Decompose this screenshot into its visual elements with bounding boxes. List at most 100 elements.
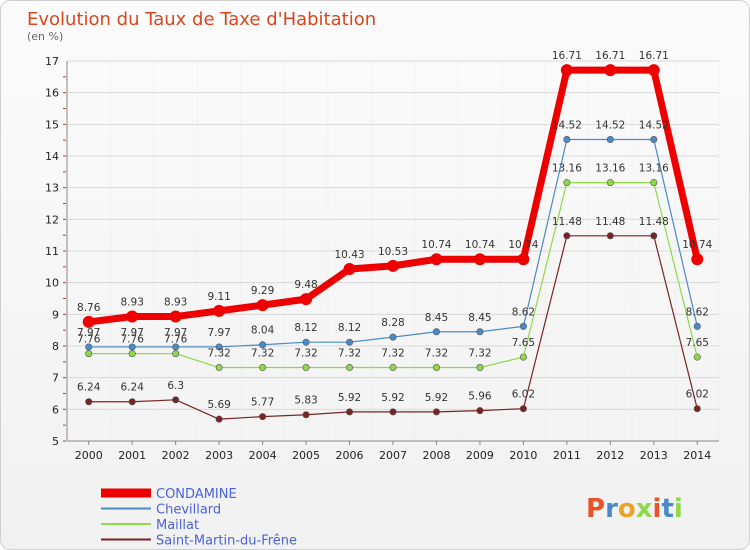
data-label: 10.74 xyxy=(465,239,495,251)
data-label: 10.53 xyxy=(378,246,408,258)
data-point xyxy=(172,396,180,404)
data-point xyxy=(169,310,182,323)
data-label: 6.3 xyxy=(167,380,184,392)
data-label: 14.52 xyxy=(552,120,582,132)
logo-letter: i xyxy=(674,494,683,524)
x-tick-label: 2007 xyxy=(379,449,407,462)
y-tick-label: 15 xyxy=(45,118,59,131)
data-label: 8.12 xyxy=(294,322,317,334)
data-label: 10.74 xyxy=(508,239,538,251)
data-label: 16.71 xyxy=(595,50,625,62)
legend: CONDAMINEChevillardMaillatSaint-Martin-d… xyxy=(101,487,297,549)
data-point xyxy=(128,343,136,351)
data-label: 11.48 xyxy=(552,216,582,228)
data-label: 7.97 xyxy=(207,327,230,339)
data-label: 14.52 xyxy=(639,120,669,132)
data-label: 8.62 xyxy=(512,306,535,318)
data-label: 6.02 xyxy=(512,389,535,401)
data-point xyxy=(213,304,226,317)
data-label: 5.96 xyxy=(468,391,492,403)
logo-letter: r xyxy=(605,494,618,524)
data-point xyxy=(389,333,397,341)
data-point xyxy=(215,415,223,423)
series-line xyxy=(88,66,701,326)
data-label: 8.45 xyxy=(425,312,448,324)
data-point xyxy=(259,364,267,372)
series-3 xyxy=(85,232,701,423)
data-point xyxy=(387,259,399,272)
data-point xyxy=(389,408,397,416)
data-label: 16.71 xyxy=(552,50,582,62)
data-point xyxy=(302,411,310,419)
y-tick-label: 14 xyxy=(45,150,59,163)
x-tick-label: 2005 xyxy=(292,449,320,462)
data-label: 8.76 xyxy=(77,302,101,314)
data-label: 5.92 xyxy=(425,392,448,404)
data-point xyxy=(300,293,313,306)
y-tick-label: 12 xyxy=(45,213,59,226)
data-point xyxy=(256,299,269,312)
data-point xyxy=(606,136,614,144)
data-point xyxy=(343,263,356,276)
y-tick-label: 11 xyxy=(45,245,59,258)
y-tick-label: 6 xyxy=(52,403,59,416)
data-point xyxy=(432,408,440,416)
data-label: 7.76 xyxy=(121,334,145,346)
data-point xyxy=(691,253,704,266)
data-label: 7.97 xyxy=(164,327,187,339)
data-point xyxy=(560,64,573,77)
data-label: 7.65 xyxy=(686,337,709,349)
y-tick-label: 7 xyxy=(52,372,59,385)
proxiti-logo: Proxiti xyxy=(586,494,683,524)
legend-label: Chevillard xyxy=(156,503,221,518)
grid xyxy=(66,60,720,442)
data-label: 11.48 xyxy=(595,216,625,228)
data-label: 6.24 xyxy=(121,382,145,394)
data-point xyxy=(519,405,527,413)
data-point xyxy=(172,350,180,358)
data-point xyxy=(473,253,486,266)
data-point xyxy=(606,232,614,240)
data-label: 9.29 xyxy=(251,285,274,297)
data-label: 8.28 xyxy=(381,317,404,329)
data-label: 16.71 xyxy=(639,50,669,62)
x-tick-label: 2013 xyxy=(640,449,668,462)
legend-label: Maillat xyxy=(156,518,199,533)
data-point xyxy=(346,364,354,372)
data-label: 7.32 xyxy=(425,348,448,360)
y-tick-label: 10 xyxy=(45,277,59,290)
data-point xyxy=(172,343,180,351)
data-label: 9.11 xyxy=(207,291,230,303)
data-label: 8.93 xyxy=(164,297,187,309)
data-point xyxy=(476,328,484,336)
data-label: 8.45 xyxy=(468,312,491,324)
data-label: 5.83 xyxy=(294,395,317,407)
data-point xyxy=(476,407,484,415)
data-point xyxy=(432,328,440,336)
data-label: 13.16 xyxy=(552,163,582,175)
x-tick-label: 2014 xyxy=(683,449,711,462)
x-tick-label: 2003 xyxy=(205,449,233,462)
data-label: 9.48 xyxy=(294,279,317,291)
data-label: 10.74 xyxy=(682,239,712,251)
data-point xyxy=(85,350,93,358)
series-1 xyxy=(85,136,701,351)
data-label: 13.16 xyxy=(639,163,669,175)
data-point xyxy=(650,179,658,187)
data-label: 11.48 xyxy=(639,216,669,228)
data-label: 14.52 xyxy=(595,120,625,132)
x-tick-label: 2009 xyxy=(466,449,494,462)
y-tick-label: 13 xyxy=(45,182,59,195)
data-label: 6.02 xyxy=(686,389,709,401)
data-label: 7.32 xyxy=(207,348,230,360)
data-label: 5.92 xyxy=(381,392,404,404)
data-label: 7.32 xyxy=(338,348,361,360)
logo-letter: o xyxy=(618,494,636,524)
y-tick-label: 5 xyxy=(52,435,59,448)
data-point xyxy=(693,353,701,361)
logo-letter: x xyxy=(636,494,653,524)
data-point xyxy=(563,136,571,144)
logo-letter: i xyxy=(653,494,662,524)
data-label: 7.32 xyxy=(381,348,404,360)
data-label: 5.92 xyxy=(338,392,361,404)
